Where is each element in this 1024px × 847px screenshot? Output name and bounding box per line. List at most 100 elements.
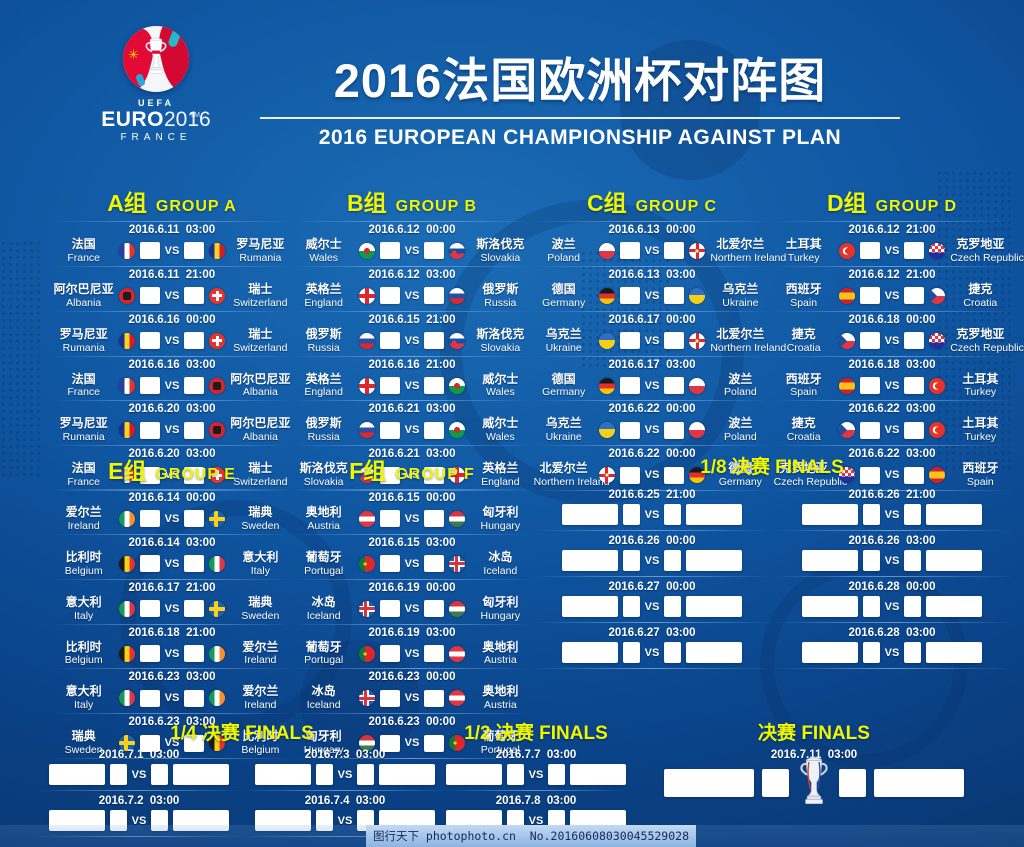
- group-match: 2016.6.15 03:00 葡萄牙 Portugal VS 冰岛 Icela…: [292, 537, 532, 580]
- home-flag-icon: [598, 332, 615, 349]
- match-date: 2016.6.26 21:00: [848, 489, 936, 501]
- home-flag-icon: [358, 690, 375, 707]
- match-row: VS: [772, 642, 1012, 663]
- away-team-name-en: Austria: [484, 699, 517, 712]
- home-flag-icon: [358, 645, 375, 662]
- away-score-box: [184, 287, 205, 305]
- match-date: 2016.6.27 00:00: [608, 581, 696, 593]
- home-team-name-en: Rumania: [62, 341, 105, 354]
- away-team-box: [379, 764, 436, 785]
- match-row: 法国 France VS 罗马尼亚 Rumania: [52, 237, 292, 264]
- group-match: 2016.6.16 03:00 法国 France VS 阿尔巴尼亚 Alban…: [52, 359, 292, 402]
- home-flag-icon: [118, 555, 135, 572]
- vs-label: VS: [884, 469, 900, 482]
- group-match: 2016.6.12 21:00 西班牙 Spain VS 捷克 Croatia: [772, 269, 1012, 312]
- away-team: 奥地利 Austria: [470, 639, 530, 667]
- away-team: 波兰 Poland: [710, 417, 770, 444]
- group-match: 2016.6.22 03:00 捷克 Croatia VS 土耳其 Turkey: [772, 403, 1012, 447]
- away-team-name-cn: 德国: [728, 461, 753, 476]
- away-team-name-en: Sweden: [241, 609, 280, 622]
- divider: [532, 265, 772, 267]
- vs-label: VS: [884, 508, 900, 521]
- home-team: 西班牙 Spain: [774, 282, 834, 309]
- away-team-name-en: Austria: [484, 654, 517, 667]
- away-team-name-cn: 波兰: [728, 371, 753, 386]
- vs-label: VS: [164, 557, 180, 570]
- match-date: 2016.6.20 03:00: [128, 403, 216, 416]
- vs-label: VS: [404, 557, 420, 570]
- match-row: 英格兰 England VS 威尔士 Wales: [292, 372, 532, 399]
- away-team: 北爱尔兰 Northern Ireland: [710, 237, 786, 264]
- group-match: 2016.6.23 00:00 匈牙利 Hungary VS 葡萄牙 Portu…: [292, 716, 532, 760]
- final-section: 决赛 FINALS 2016.7.11 03:00: [646, 718, 982, 805]
- round-of-16-column-left: 2016.6.25 21:00 VS 2016.6.26 00:00 VS 20…: [532, 485, 772, 669]
- away-flag-icon: [209, 555, 226, 572]
- away-score-box: [151, 764, 169, 785]
- home-flag-icon: [118, 645, 135, 662]
- away-team-box: [926, 504, 983, 525]
- group-match: 2016.6.23 03:00 意大利 Italy VS 爱尔兰 Ireland: [52, 671, 292, 715]
- match-date: 2016.6.28 03:00: [848, 627, 936, 639]
- group-match: 2016.6.23 03:00 瑞典 Sweden VS 比利时 Belgium: [52, 716, 292, 760]
- home-team: 波兰 Poland: [534, 237, 594, 264]
- away-score-box: [664, 642, 682, 663]
- away-score-box: [424, 242, 445, 260]
- logo-euro-text: EURO: [101, 108, 164, 131]
- away-team-box: [173, 810, 230, 831]
- away-flag-icon: [209, 242, 226, 259]
- vs-label: VS: [164, 334, 180, 347]
- vs-label: VS: [644, 244, 660, 257]
- away-flag-icon: [689, 332, 706, 349]
- logo-year-text: 2016: [163, 108, 211, 131]
- home-score-box: [139, 287, 160, 305]
- away-team-name-cn: 阿尔巴尼亚: [230, 416, 291, 431]
- round-of-16-title: 1/8 决赛 FINALS: [700, 457, 844, 478]
- match-row: 乌克兰 Ukraine VS 北爱尔兰 Northern Ireland: [532, 327, 787, 354]
- away-score-box: [424, 287, 445, 305]
- group-title-cn: E组: [108, 458, 147, 484]
- match-date: 2016.6.26 00:00: [608, 535, 696, 547]
- home-flag-icon: [358, 510, 375, 527]
- group-match: 2016.6.22 00:00 北爱尔兰 Northern Ireland VS…: [532, 448, 772, 492]
- match-date: 2016.6.18 00:00: [848, 313, 936, 326]
- match-row: VS: [772, 504, 1012, 525]
- match-date: 2016.6.12 21:00: [848, 268, 936, 281]
- home-team: 罗马尼亚 Rumania: [54, 417, 114, 444]
- divider: [772, 622, 1012, 623]
- home-score-box: [859, 332, 880, 350]
- away-team: 匈牙利 Hungary: [470, 595, 530, 622]
- vs-label: VS: [164, 379, 180, 392]
- home-flag-icon: [838, 242, 855, 259]
- home-team: 威尔士 Wales: [294, 237, 354, 264]
- away-flag-icon: [689, 422, 706, 439]
- group-title-en: GROUP D: [875, 198, 957, 215]
- away-team-box: [686, 504, 743, 525]
- divider: [532, 221, 772, 222]
- home-score-box: [379, 510, 400, 528]
- home-team: 乌克兰 Ukraine: [534, 327, 594, 354]
- home-score-box: [315, 810, 333, 831]
- quarter-finals-columns: 2016.7.1 03:00 VS 2016.7.2 03:00 VS 2016…: [36, 745, 448, 837]
- away-team: 土耳其 Turkey: [950, 372, 1010, 399]
- away-score-box: [184, 734, 205, 752]
- away-flag-icon: [209, 645, 226, 662]
- divider: [292, 445, 532, 447]
- away-team-name-cn: 奥地利: [482, 639, 519, 654]
- home-score-box: [379, 287, 400, 305]
- home-score-box: [139, 332, 160, 350]
- away-team: 西班牙 Spain: [950, 461, 1010, 488]
- away-flag-icon: [689, 377, 706, 394]
- divider: [52, 445, 292, 447]
- divider: [36, 836, 242, 837]
- home-team-name-en: Northern Ireland: [533, 476, 610, 489]
- home-team-name-cn: 法国: [71, 237, 96, 251]
- away-team-name-cn: 英格兰: [482, 461, 519, 476]
- logo-euro2016-label: EURO2016: [84, 108, 228, 131]
- title-divider: [260, 117, 900, 119]
- home-score-box: [379, 689, 400, 707]
- match-date: 2016.6.23 00:00: [368, 671, 456, 684]
- away-flag-icon: [689, 242, 706, 259]
- group-header: F组 GROUP F: [292, 452, 532, 486]
- away-score-box: [839, 769, 866, 797]
- home-team-name-en: Spain: [790, 386, 818, 399]
